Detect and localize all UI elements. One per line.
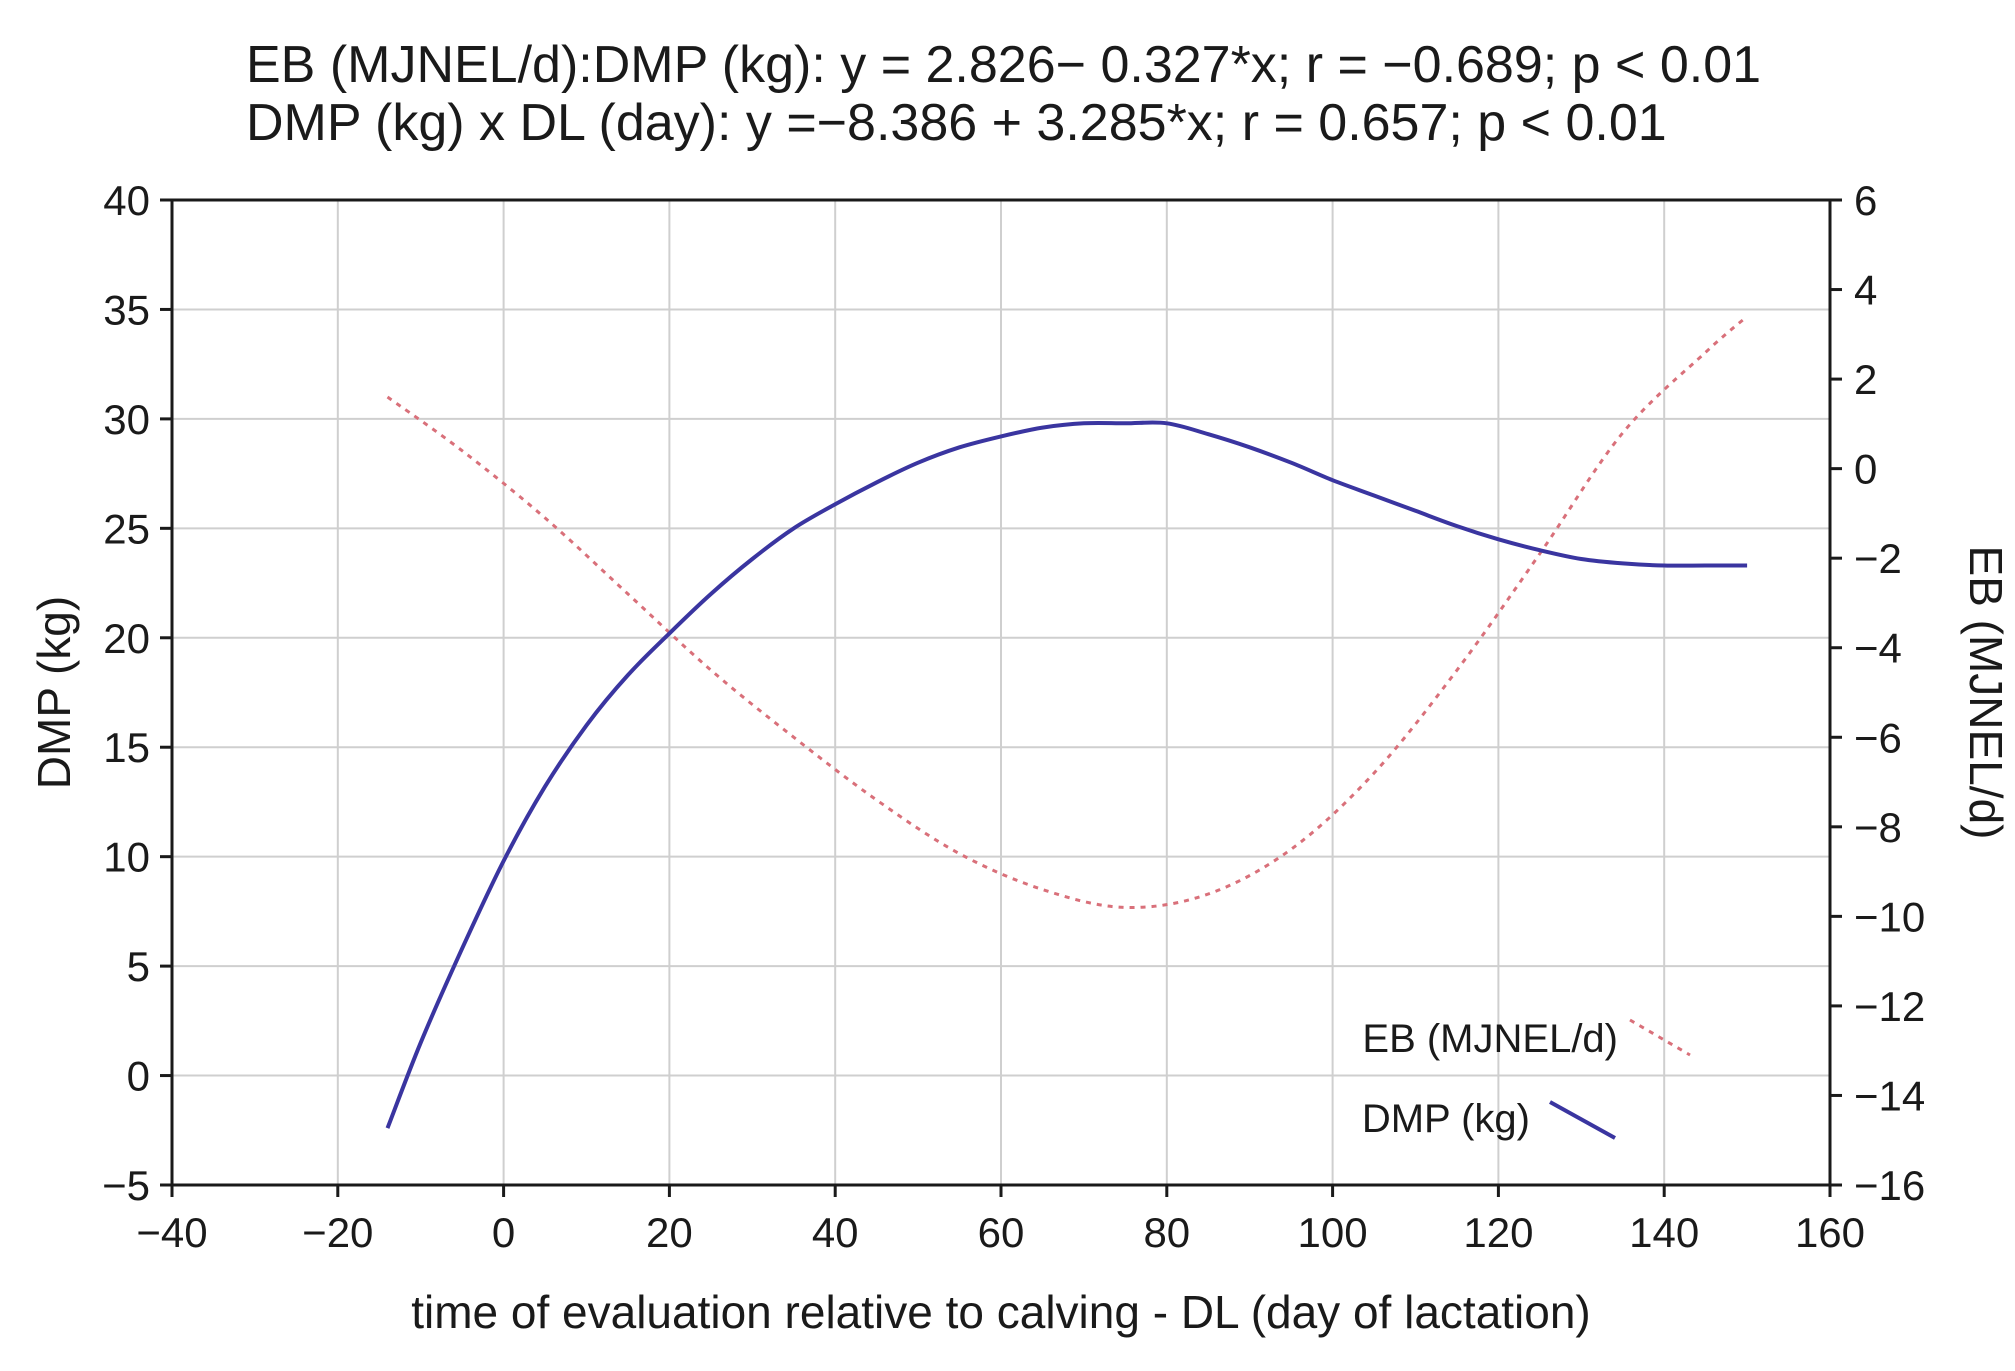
y-left-tick-label: 5 bbox=[127, 943, 150, 990]
series-lines bbox=[385, 315, 1749, 1129]
y-right-tick-label: −8 bbox=[1854, 804, 1902, 851]
x-tick-label: 20 bbox=[646, 1209, 693, 1256]
legend: EB (MJNEL/d) DMP (kg) bbox=[1362, 1017, 1691, 1141]
x-tick-label: 0 bbox=[492, 1209, 515, 1256]
y-right-tick-label: 4 bbox=[1854, 267, 1877, 314]
y-right-tick-label: −4 bbox=[1854, 625, 1902, 672]
chart-title: EB (MJNEL/d):DMP (kg): y = 2.826− 0.327*… bbox=[246, 36, 1761, 152]
y-axis-left-label: DMP (kg) bbox=[28, 596, 80, 789]
y-right-tick-label: −10 bbox=[1854, 893, 1925, 940]
dmp-series-line bbox=[385, 420, 1748, 1129]
chart-title-line-2: DMP (kg) x DL (day): y =−8.386 + 3.285*x… bbox=[246, 94, 1667, 152]
y-left-tick-label: 10 bbox=[103, 834, 150, 881]
y-left-tick-label: 30 bbox=[103, 396, 150, 443]
x-tick-label: 140 bbox=[1629, 1209, 1699, 1256]
x-tick-label: 60 bbox=[978, 1209, 1025, 1256]
x-tick-label: 160 bbox=[1795, 1209, 1865, 1256]
eb-series-line bbox=[386, 315, 1749, 909]
chart-title-line-1: EB (MJNEL/d):DMP (kg): y = 2.826− 0.327*… bbox=[246, 36, 1761, 94]
y-left-tick-label: 40 bbox=[103, 177, 150, 224]
y-left-tick-label: 15 bbox=[103, 724, 150, 771]
axis-ticks: −40 −20 0 20 40 60 80 100 120 140 160−505101520253… bbox=[102, 177, 1925, 1256]
y-right-tick-label: −12 bbox=[1854, 983, 1925, 1030]
legend-eb-swatch bbox=[1629, 1018, 1691, 1057]
x-axis-label: time of evaluation relative to calving -… bbox=[411, 1286, 1591, 1338]
y-left-tick-label: 0 bbox=[127, 1053, 150, 1100]
y-right-tick-label: 0 bbox=[1854, 446, 1877, 493]
y-right-tick-label: −6 bbox=[1854, 714, 1902, 761]
y-right-tick-label: −2 bbox=[1854, 535, 1902, 582]
grid bbox=[172, 200, 1830, 1185]
x-tick-label: 40 bbox=[812, 1209, 859, 1256]
y-right-tick-label: 2 bbox=[1854, 356, 1877, 403]
legend-dmp-swatch bbox=[1549, 1100, 1616, 1140]
y-left-tick-label: 20 bbox=[103, 615, 150, 662]
x-tick-label: 80 bbox=[1143, 1209, 1190, 1256]
y-axis-right-label: EB (MJNEL/d) bbox=[1960, 546, 2012, 840]
x-tick-label: 120 bbox=[1463, 1209, 1533, 1256]
legend-dmp-label: DMP (kg) bbox=[1362, 1097, 1530, 1141]
y-left-tick-label: 25 bbox=[103, 505, 150, 552]
y-left-tick-label: −5 bbox=[102, 1162, 150, 1209]
legend-eb-label: EB (MJNEL/d) bbox=[1362, 1017, 1618, 1061]
y-right-tick-label: −16 bbox=[1854, 1162, 1925, 1209]
y-right-tick-label: 6 bbox=[1854, 177, 1877, 224]
x-tick-label: −20 bbox=[302, 1209, 373, 1256]
x-tick-label: −40 bbox=[136, 1209, 207, 1256]
y-left-tick-label: 35 bbox=[103, 286, 150, 333]
y-right-tick-label: −14 bbox=[1854, 1072, 1925, 1119]
x-tick-label: 100 bbox=[1298, 1209, 1368, 1256]
